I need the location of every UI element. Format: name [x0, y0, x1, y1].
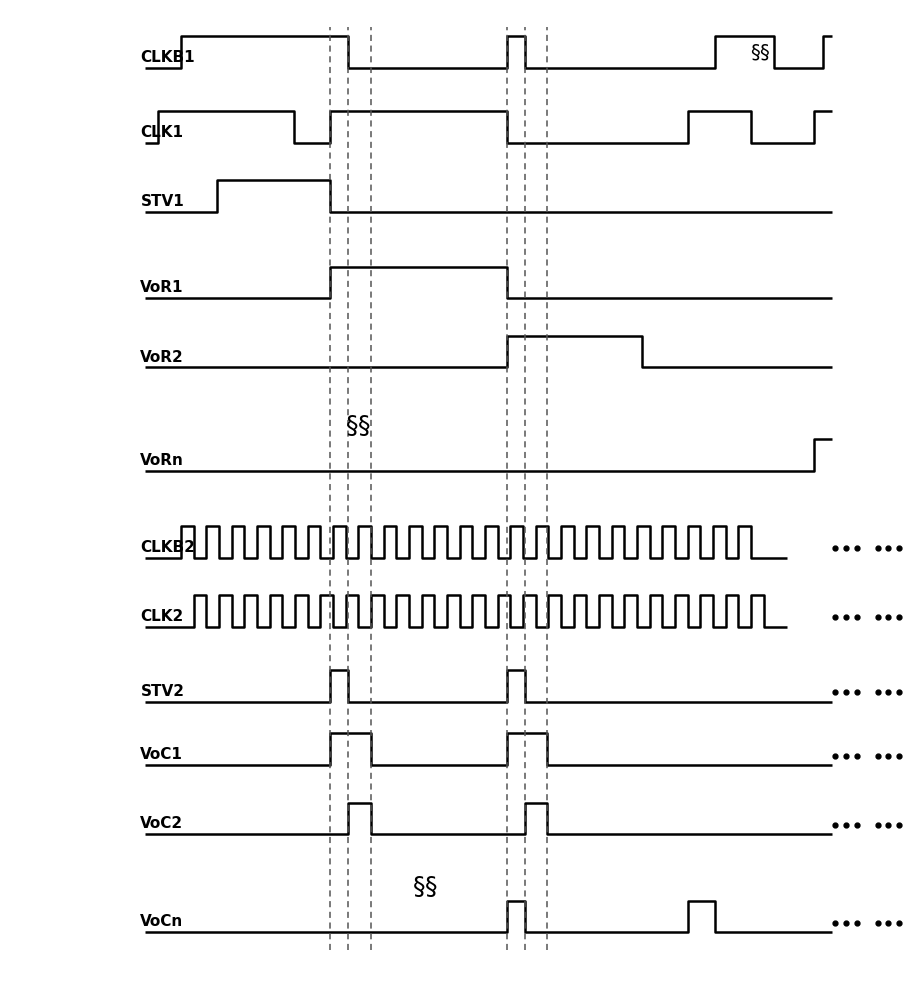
Text: $\S\S$: $\S\S$: [749, 42, 771, 62]
Text: $\S\S$: $\S\S$: [413, 874, 438, 899]
Text: VoR2: VoR2: [140, 350, 184, 365]
Text: STV2: STV2: [140, 684, 185, 699]
Text: VoR1: VoR1: [140, 280, 184, 295]
Text: VoC2: VoC2: [140, 816, 184, 831]
Text: VoC1: VoC1: [140, 747, 184, 762]
Text: STV1: STV1: [140, 194, 184, 209]
Text: CLKB2: CLKB2: [140, 540, 196, 555]
Text: VoRn: VoRn: [140, 453, 185, 468]
Text: CLK2: CLK2: [140, 609, 184, 624]
Text: $\S\S$: $\S\S$: [344, 413, 370, 438]
Text: CLKB1: CLKB1: [140, 50, 195, 65]
Text: VoCn: VoCn: [140, 914, 184, 929]
Text: CLK1: CLK1: [140, 125, 184, 140]
